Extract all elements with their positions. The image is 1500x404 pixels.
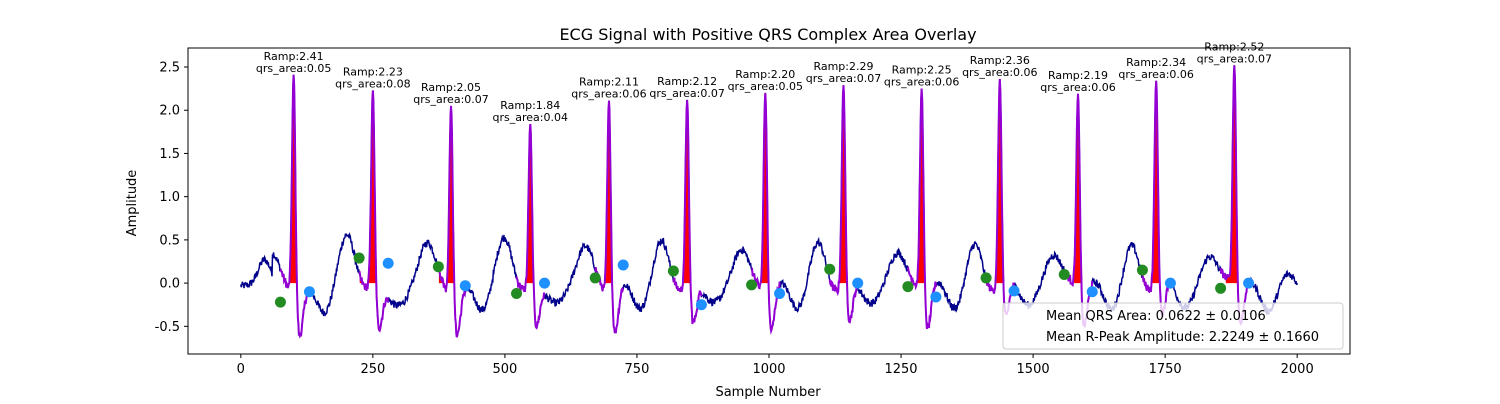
x-tick-label-250: 250	[360, 362, 385, 377]
r-peak-amplitude-label-3: Ramp:2.05	[421, 81, 481, 94]
x-tick-label-1750: 1750	[1149, 362, 1182, 377]
y-axis-label: Amplitude	[125, 170, 140, 237]
qrs-onset-marker-8	[824, 263, 836, 275]
r-peak-amplitude-label-12: Ramp:2.34	[1126, 56, 1186, 69]
r-peak-amplitude-label-5: Ramp:2.11	[579, 76, 639, 89]
r-peak-amplitude-label-1: Ramp:2.41	[264, 50, 324, 63]
qrs-area-label-10: qrs_area:0.06	[962, 66, 1037, 79]
x-tick-label-750: 750	[625, 362, 650, 377]
qrs-onset-marker-6	[667, 265, 679, 277]
qrs-segment-line-8	[828, 85, 859, 324]
qrs-area-label-11: qrs_area:0.06	[1040, 81, 1115, 94]
qrs-onset-marker-12	[1136, 264, 1148, 276]
qrs-area-label-3: qrs_area:0.07	[413, 93, 488, 106]
qrs-area-label-7: qrs_area:0.05	[728, 80, 803, 93]
qrs-segment-line-3	[437, 105, 467, 338]
qrs-area-label-6: qrs_area:0.07	[649, 87, 724, 100]
qrs-segment-line-1	[279, 74, 311, 339]
qrs-onset-marker-13	[1215, 282, 1227, 294]
qrs-offset-marker-5	[617, 259, 629, 271]
qrs-area-fill-10	[993, 79, 1006, 284]
qrs-onset-marker-11	[1058, 268, 1070, 280]
r-peak-amplitude-label-10: Ramp:2.36	[970, 54, 1030, 67]
x-tick-label-500: 500	[492, 362, 517, 377]
y-tick-label-1: 1.0	[159, 190, 180, 205]
qrs-offset-marker-7	[774, 287, 786, 299]
r-peak-amplitude-label-11: Ramp:2.19	[1048, 69, 1108, 82]
qrs-onset-marker-2	[353, 252, 365, 264]
chart-title: ECG Signal with Positive QRS Complex Are…	[559, 25, 976, 44]
qrs-segment-line-2	[358, 90, 390, 333]
qrs-onset-marker-4	[511, 287, 523, 299]
qrs-area-label-1: qrs_area:0.05	[256, 62, 331, 75]
qrs-area-label-12: qrs_area:0.06	[1118, 68, 1193, 81]
y-tick-label-2: 2.0	[159, 104, 180, 119]
qrs-offset-marker-12	[1164, 277, 1176, 289]
qrs-onset-marker-3	[432, 261, 444, 273]
qrs-segment-line-12	[1141, 80, 1172, 317]
x-tick-label-0: 0	[237, 362, 245, 377]
qrs-onset-marker-10	[980, 272, 992, 284]
qrs-area-label-8: qrs_area:0.07	[806, 72, 881, 85]
qrs-offset-marker-2	[382, 257, 394, 269]
x-tick-label-1000: 1000	[752, 362, 785, 377]
r-peak-amplitude-label-2: Ramp:2.23	[343, 65, 403, 78]
y-tick-label-2.5: 2.5	[159, 61, 180, 76]
qrs-onset-marker-9	[902, 281, 914, 293]
qrs-offset-marker-6	[695, 299, 707, 311]
qrs-area-fill-8	[830, 85, 850, 284]
qrs-offset-marker-11	[1086, 286, 1098, 298]
x-tick-label-1500: 1500	[1017, 362, 1050, 377]
qrs-area-label-13: qrs_area:0.07	[1197, 52, 1272, 65]
r-peak-amplitude-label-9: Ramp:2.25	[892, 64, 952, 77]
qrs-onset-marker-7	[746, 279, 758, 291]
r-peak-amplitude-label-7: Ramp:2.20	[735, 68, 795, 81]
legend-entry-1: Mean QRS Area: 0.0622 ± 0.0106	[1046, 309, 1266, 324]
qrs-offset-marker-1	[303, 286, 315, 298]
qrs-segment-line-6	[672, 99, 703, 325]
y-tick-label-0: 0.0	[159, 277, 180, 292]
x-tick-label-1250: 1250	[884, 362, 917, 377]
qrs-onset-marker-5	[589, 272, 601, 284]
qrs-offset-marker-3	[459, 280, 471, 292]
r-peak-amplitude-label-6: Ramp:2.12	[657, 75, 717, 88]
legend: Mean QRS Area: 0.0622 ± 0.0106 Mean R-Pea…	[1002, 302, 1344, 350]
qrs-offset-marker-8	[852, 277, 864, 289]
y-tick-label-1.5: 1.5	[159, 147, 180, 162]
qrs-area-label-9: qrs_area:0.06	[884, 76, 959, 89]
qrs-offset-marker-10	[1008, 285, 1020, 297]
qrs-segment-line-9	[906, 88, 937, 330]
qrs-segment-line-4	[515, 124, 546, 330]
qrs-offset-marker-13	[1243, 277, 1255, 289]
y-tick-label-0.5: 0.5	[159, 233, 180, 248]
legend-entry-2: Mean R-Peak Amplitude: 2.2249 ± 0.1660	[1046, 330, 1319, 345]
qrs-onset-marker-1	[274, 296, 286, 308]
y-tick-label--0.5: -0.5	[155, 320, 180, 335]
qrs-area-label-4: qrs_area:0.04	[493, 111, 568, 124]
qrs-area-label-5: qrs_area:0.06	[571, 88, 646, 101]
x-tick-label-2000: 2000	[1281, 362, 1314, 377]
qrs-segment-line-10	[985, 79, 1016, 316]
legend-box	[1002, 302, 1344, 350]
x-axis-label: Sample Number	[715, 385, 821, 400]
qrs-area-label-2: qrs_area:0.08	[335, 77, 410, 90]
r-peak-amplitude-label-4: Ramp:1.84	[500, 99, 560, 112]
r-peak-amplitude-label-13: Ramp:2.52	[1204, 40, 1264, 53]
qrs-offset-marker-9	[930, 291, 942, 303]
r-peak-amplitude-label-8: Ramp:2.29	[813, 60, 873, 73]
qrs-offset-marker-4	[539, 277, 551, 289]
